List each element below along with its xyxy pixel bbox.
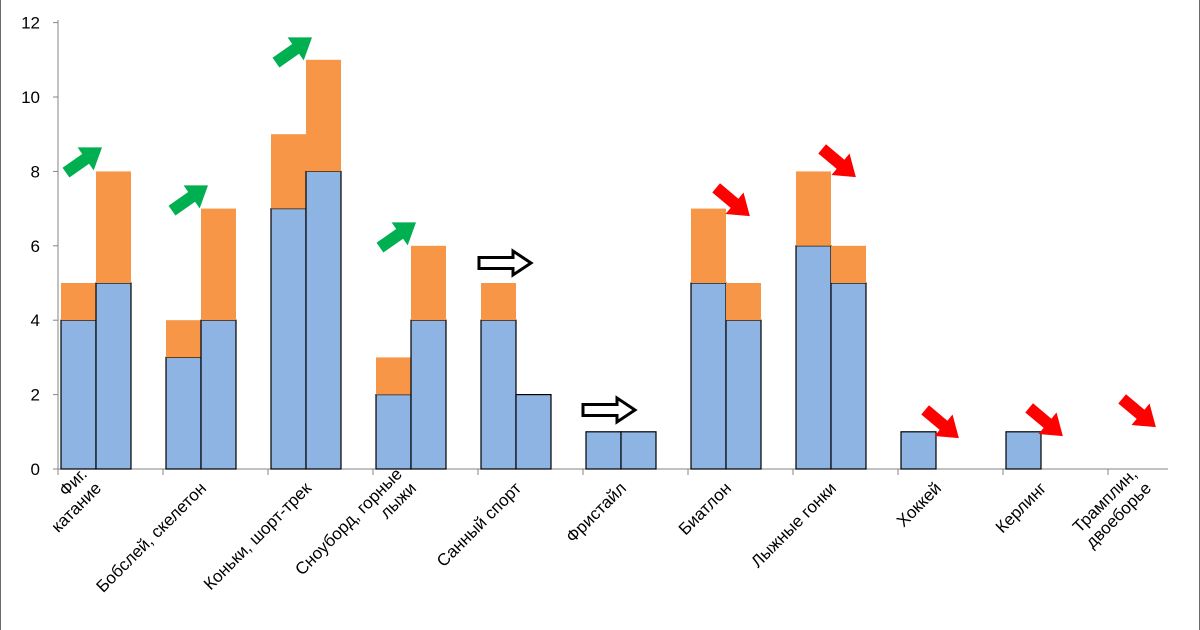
- category-label-line: Керлинг: [992, 479, 1050, 537]
- y-tick-label: 10: [21, 88, 40, 107]
- bar-base-segment: [480, 319, 517, 470]
- bar-base-segment: [165, 356, 202, 470]
- bar-extra-segment: [61, 283, 96, 321]
- category-label-line: Хоккей: [893, 479, 945, 531]
- trend-arrow-down-icon: [818, 144, 856, 178]
- bar-base-segment: [795, 245, 832, 470]
- y-tick-label: 6: [31, 237, 40, 256]
- bar-extra-segment: [306, 59, 341, 172]
- bar-extra-segment: [376, 357, 411, 395]
- category-label: Керлинг: [992, 479, 1050, 537]
- bar-extra-segment: [201, 208, 236, 321]
- bar-extra-segment: [481, 283, 516, 321]
- category-label: Биатлон: [675, 479, 735, 539]
- category-label: Хоккей: [893, 479, 945, 531]
- y-tick-label: 4: [31, 311, 40, 330]
- bar-base-segment: [900, 431, 937, 470]
- bar-base-segment: [375, 394, 412, 470]
- bar-extra-segment: [796, 171, 831, 246]
- bar-extra-segment: [96, 171, 131, 283]
- bar-base-segment: [410, 319, 447, 470]
- y-tick-label: 8: [31, 162, 40, 181]
- trend-arrow-down-icon: [1118, 394, 1156, 428]
- category-label-line: Бобслей, скелетон: [93, 479, 211, 597]
- trend-arrow-up-icon: [376, 222, 417, 253]
- category-label-line: Биатлон: [675, 479, 735, 539]
- bar-extra-segment: [271, 134, 306, 209]
- category-label: Фиг.катание: [33, 464, 105, 536]
- category-label: Бобслей, скелетон: [93, 479, 211, 597]
- trend-arrow-flat-icon: [581, 395, 638, 425]
- trend-arrow-up-icon: [272, 37, 313, 68]
- trend-arrow-down-icon: [1025, 403, 1063, 437]
- y-tick-label: 12: [21, 14, 40, 33]
- trend-arrow-down-icon: [712, 183, 750, 217]
- bar-base-segment: [1005, 431, 1042, 470]
- trend-arrow-up-icon: [62, 147, 103, 178]
- category-label-line: Лыжные гонки: [747, 479, 840, 572]
- category-label-line: Санный спорт: [433, 478, 525, 570]
- bar-base-segment: [725, 319, 762, 470]
- category-label: Коньки, шорт-трек: [200, 478, 315, 593]
- category-label: Трамплин,двоеборье: [1068, 464, 1155, 551]
- bar-base-segment: [60, 319, 97, 470]
- category-label: Санный спорт: [433, 478, 525, 570]
- bar-extra-segment: [166, 320, 201, 358]
- category-label: Фристайл: [562, 479, 630, 547]
- bar-extra-segment: [726, 283, 761, 321]
- bar-extra-segment: [411, 245, 446, 321]
- bar-extra-segment: [691, 208, 726, 283]
- bar-base-segment: [515, 394, 552, 470]
- bar-base-segment: [305, 170, 342, 470]
- y-tick-label: 2: [31, 386, 40, 405]
- bar-base-segment: [830, 282, 867, 470]
- category-label-line: Коньки, шорт-трек: [200, 478, 315, 593]
- bar-base-segment: [585, 431, 622, 470]
- y-tick-label: 0: [31, 460, 40, 479]
- bar-base-segment: [620, 431, 657, 470]
- category-label: Сноуборд, горныелыжи: [291, 464, 420, 593]
- bar-base-segment: [200, 319, 237, 470]
- bar-base-segment: [95, 282, 132, 470]
- trend-arrow-flat-icon: [477, 248, 534, 278]
- category-label: Лыжные гонки: [747, 479, 840, 572]
- bar-base-segment: [270, 208, 307, 470]
- trend-arrow-up-icon: [168, 185, 209, 216]
- bar-extra-segment: [831, 245, 866, 283]
- bar-base-segment: [690, 282, 727, 470]
- trend-arrow-down-icon: [921, 405, 959, 439]
- category-label-line: Фристайл: [562, 479, 630, 547]
